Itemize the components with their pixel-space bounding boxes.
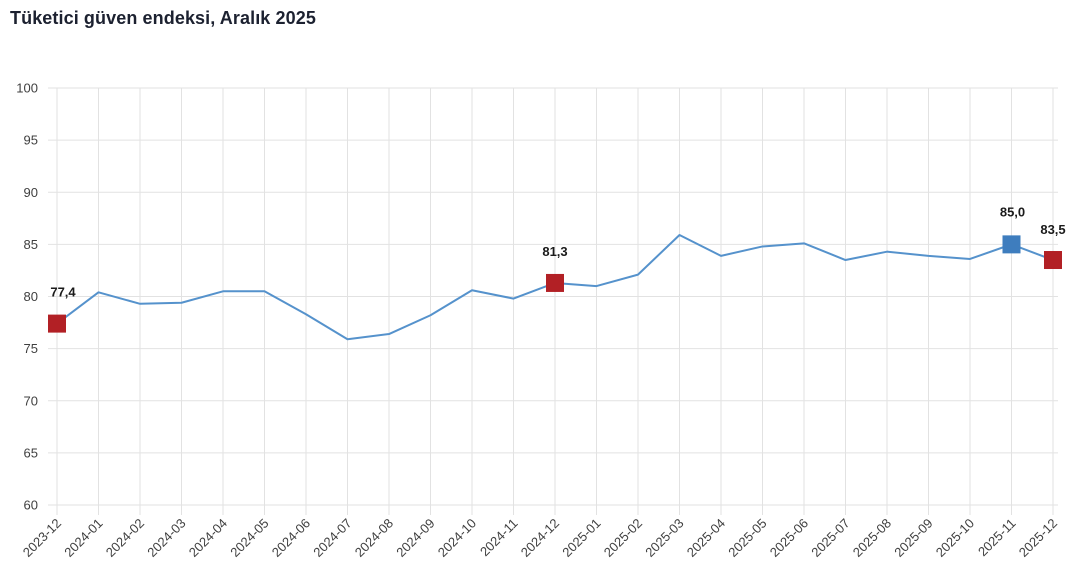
x-tick-label: 2025-09 [891, 516, 935, 560]
y-tick-label: 95 [24, 133, 38, 148]
x-tick-label: 2025-10 [933, 516, 977, 560]
x-tick-label: 2024-04 [186, 516, 230, 560]
x-tick-label: 2024-07 [310, 516, 354, 560]
x-tick-label: 2025-06 [767, 516, 811, 560]
y-tick-label: 75 [24, 341, 38, 356]
y-tick-label: 100 [16, 81, 38, 96]
x-tick-label: 2024-03 [144, 516, 188, 560]
x-tick-label: 2024-02 [103, 516, 147, 560]
y-tick-label: 85 [24, 237, 38, 252]
y-tick-label: 80 [24, 289, 38, 304]
y-tick-label: 65 [24, 445, 38, 460]
x-tick-label: 2023-12 [20, 516, 64, 560]
x-tick-label: 2025-12 [1016, 516, 1060, 560]
y-tick-label: 90 [24, 185, 38, 200]
y-tick-label: 60 [24, 498, 38, 513]
point-label: 77,4 [50, 285, 76, 300]
x-tick-label: 2025-01 [559, 516, 603, 560]
x-tick-label: 2025-07 [808, 516, 852, 560]
x-tick-label: 2024-01 [61, 516, 105, 560]
x-tick-label: 2024-05 [227, 516, 271, 560]
x-tick-label: 2024-08 [352, 516, 396, 560]
y-tick-label: 70 [24, 393, 38, 408]
highlight-marker [1002, 235, 1021, 254]
highlight-marker [1044, 251, 1062, 270]
x-tick-label: 2024-11 [477, 516, 521, 560]
x-tick-label: 2024-12 [518, 516, 562, 560]
x-tick-label: 2025-11 [975, 516, 1019, 560]
x-tick-label: 2025-02 [601, 516, 645, 560]
x-tick-label: 2025-05 [725, 516, 769, 560]
x-tick-label: 2024-10 [435, 516, 479, 560]
highlight-marker [546, 273, 564, 292]
x-tick-label: 2024-06 [269, 516, 313, 560]
x-tick-label: 2024-09 [393, 516, 437, 560]
highlight-marker [48, 314, 66, 333]
x-tick-label: 2025-04 [684, 516, 728, 560]
point-label: 81,3 [542, 244, 567, 259]
point-label: 83,5 [1040, 222, 1065, 237]
x-tick-label: 2025-08 [850, 516, 894, 560]
point-label: 85,0 [1000, 204, 1025, 219]
x-tick-label: 2025-03 [642, 516, 686, 560]
chart-title: Tüketici güven endeksi, Aralık 2025 [10, 8, 316, 28]
